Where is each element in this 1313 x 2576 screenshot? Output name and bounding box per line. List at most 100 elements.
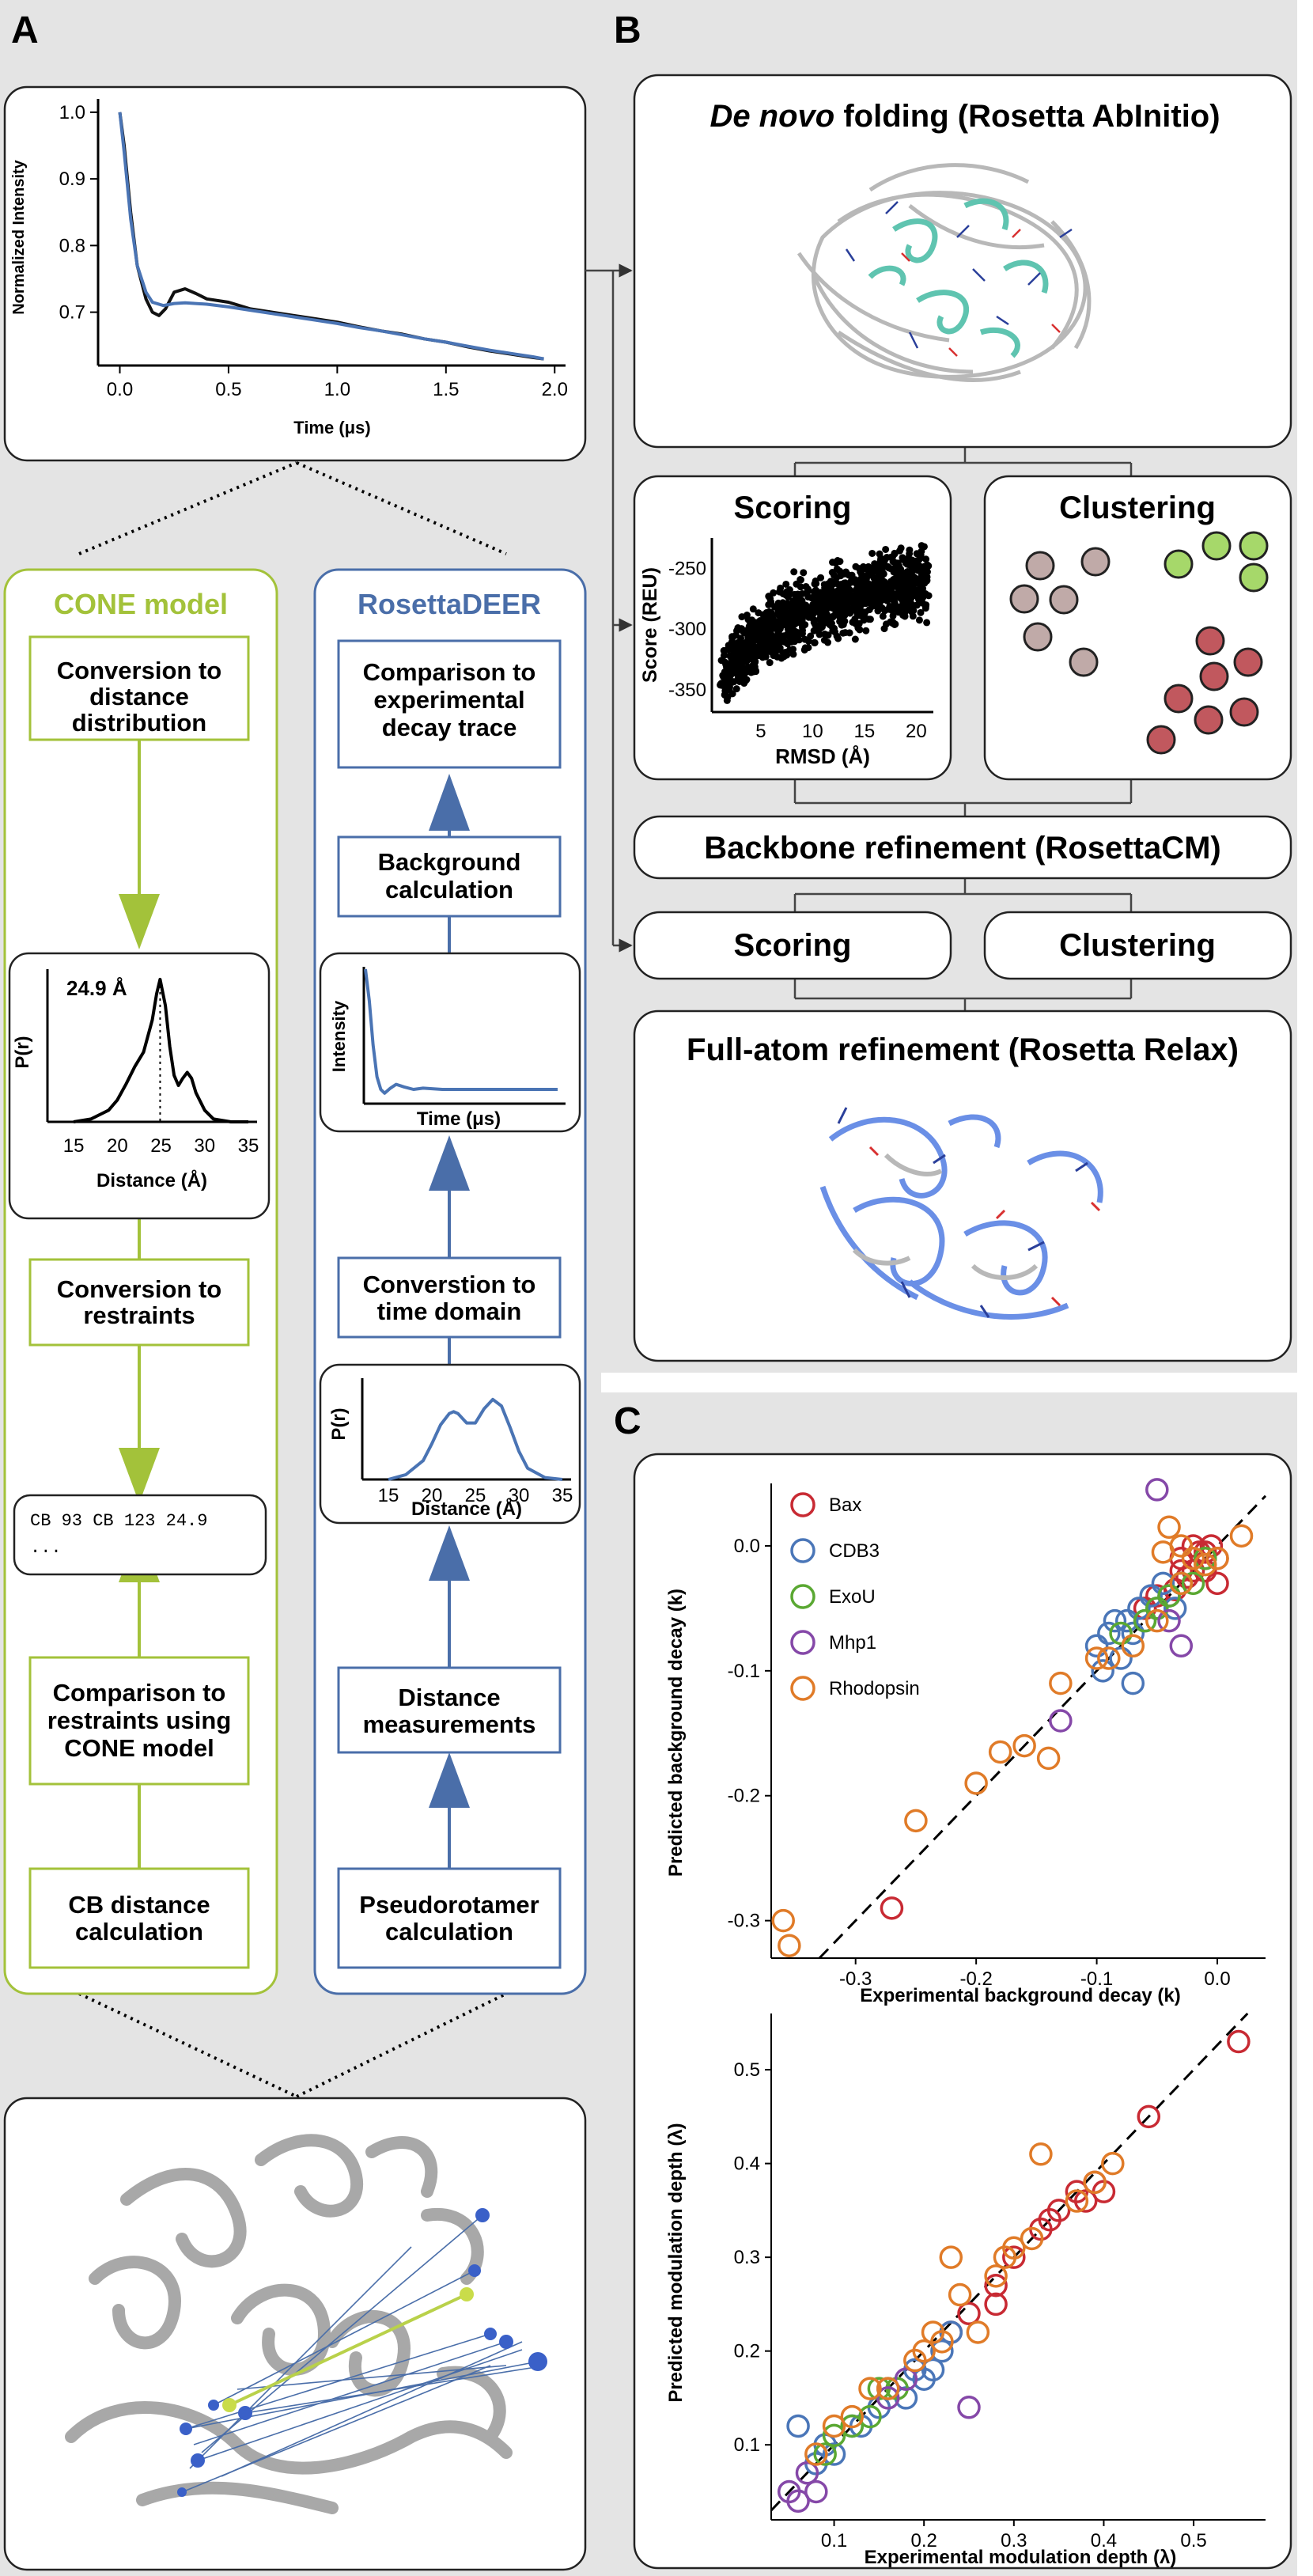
score-point: [761, 650, 769, 658]
score-point: [922, 601, 930, 609]
cluster-dot-red: [1194, 705, 1224, 735]
score-point: [736, 666, 744, 674]
score-point: [816, 589, 824, 597]
md-point-mhp1: [804, 2479, 828, 2504]
cluster-dot-green: [1239, 563, 1269, 593]
score-point: [752, 668, 760, 676]
md-point-bax: [1065, 2180, 1089, 2203]
cone-arrow-1-head: [119, 894, 160, 949]
score-point: [738, 613, 746, 621]
de-novo-folding-box: [633, 74, 1292, 449]
deer-step-time-domain: [337, 1256, 562, 1339]
score-point: [732, 643, 740, 651]
bg-x-label: Experimental background decay (k): [860, 1985, 1180, 2006]
bg-y-tick-label: -0.3: [728, 1911, 760, 1932]
score-point: [860, 597, 868, 604]
md-point-cdb3: [822, 2442, 846, 2466]
md-point-bax: [1227, 2029, 1251, 2054]
cluster-dot-red: [1164, 684, 1194, 714]
md-y-label: Predicted modulation depth (λ): [665, 2123, 687, 2402]
score-point: [723, 663, 731, 671]
md-point-rhodopsin: [1101, 2151, 1125, 2176]
score-point: [797, 583, 804, 591]
deer-pr-x-tick-label: 15: [378, 1485, 399, 1506]
cluster-dot-red: [1233, 647, 1263, 677]
score-point: [908, 604, 916, 612]
cluster-dot-green: [1164, 549, 1194, 579]
decay-plot: Normalized Intensity Time (μs) 0.0 0.5 1.0…: [10, 99, 568, 438]
score-point: [879, 612, 887, 620]
md-point-cdb3: [786, 2414, 810, 2438]
score-point: [913, 550, 921, 558]
decay-x-tick-label: 0.0: [107, 379, 133, 400]
md-point-bax: [984, 2292, 1008, 2317]
bg-point-exou: [1194, 1546, 1217, 1570]
score-point: [789, 646, 797, 653]
score-point: [722, 674, 730, 682]
md-point-exou: [822, 2423, 846, 2448]
deer-step1-line2: experimental: [373, 686, 524, 714]
score-point: [870, 594, 878, 602]
score-point: [776, 625, 784, 633]
score-point: [794, 590, 802, 598]
score-point: [874, 607, 882, 615]
md-x-tick-label: 0.4: [1091, 2530, 1117, 2551]
score-point: [922, 555, 930, 563]
deer-pr-plot-box: [319, 1363, 581, 1525]
score-point: [755, 652, 762, 660]
score-point: [876, 557, 884, 565]
bg-point-rhodopsin: [1169, 1534, 1194, 1558]
md-point-cdb3: [930, 2339, 954, 2363]
md-point-exou: [840, 2414, 865, 2438]
score-point: [876, 550, 884, 558]
de-novo-folding-title: De novo folding (Rosetta AbInitio): [709, 99, 1220, 134]
score-point: [923, 573, 931, 581]
md-y-tick-label: 0.1: [734, 2434, 760, 2456]
deer-arrow-4-head: [429, 1752, 470, 1808]
score-point: [856, 626, 864, 634]
deer-arrow-3-head: [429, 1525, 470, 1581]
bg-point-mhp1: [1157, 1608, 1181, 1633]
bg-point-bax: [1133, 1597, 1157, 1620]
decay-x-tick-label: 2.0: [542, 379, 568, 400]
score-point: [745, 645, 753, 653]
md-point-rhodopsin: [948, 2282, 972, 2307]
score-point: [902, 559, 910, 567]
deer-step1-line3: decay trace: [382, 714, 517, 741]
cone-pr-curve: [73, 977, 248, 1123]
score-point: [782, 603, 790, 611]
bg-point-rhodopsin: [964, 1771, 988, 1795]
bg-point-cdb3: [1121, 1671, 1145, 1695]
bg-x-tick-label: 0.0: [1204, 1968, 1230, 1990]
cone-pr-peak-label: 24.9 Å: [66, 976, 127, 1000]
md-y-tick-label: 0.5: [734, 2059, 760, 2081]
cluster-dot-grey: [1023, 622, 1053, 652]
bg-point-exou: [1157, 1584, 1181, 1608]
score-point: [829, 559, 837, 566]
bg-point-bax: [1181, 1534, 1205, 1558]
bg-point-rhodopsin: [1121, 1634, 1145, 1658]
legend-marker-bax: [790, 1492, 815, 1517]
score-point: [887, 553, 895, 561]
score-point: [774, 646, 781, 654]
clustering2-title: Clustering: [1059, 928, 1216, 963]
cone-step1-line3: distribution: [72, 709, 206, 737]
legend-label-cdb3: CDB3: [829, 1540, 880, 1562]
decay-fit-trace: [118, 112, 544, 361]
score-point: [906, 550, 914, 558]
de-novo-rest: folding (Rosetta AbInitio): [834, 99, 1220, 134]
cluster-dot-red: [1195, 626, 1225, 656]
cone-pr-x-tick-label: 15: [63, 1135, 85, 1157]
score-point: [797, 576, 804, 584]
cluster-dot-red: [1146, 725, 1176, 755]
bg-point-cdb3: [1084, 1634, 1109, 1658]
score-point: [917, 608, 925, 616]
score-point: [849, 578, 857, 585]
md-point-bax: [984, 2273, 1008, 2298]
legend-label-bax: Bax: [829, 1494, 861, 1516]
backbone-refinement-title: Backbone refinement (RosettaCM): [704, 831, 1220, 866]
protein-structure-illustration: [65, 2134, 547, 2514]
score-point: [844, 606, 852, 614]
panel-c-plots-box: [633, 1453, 1292, 2570]
score-point: [800, 569, 808, 577]
